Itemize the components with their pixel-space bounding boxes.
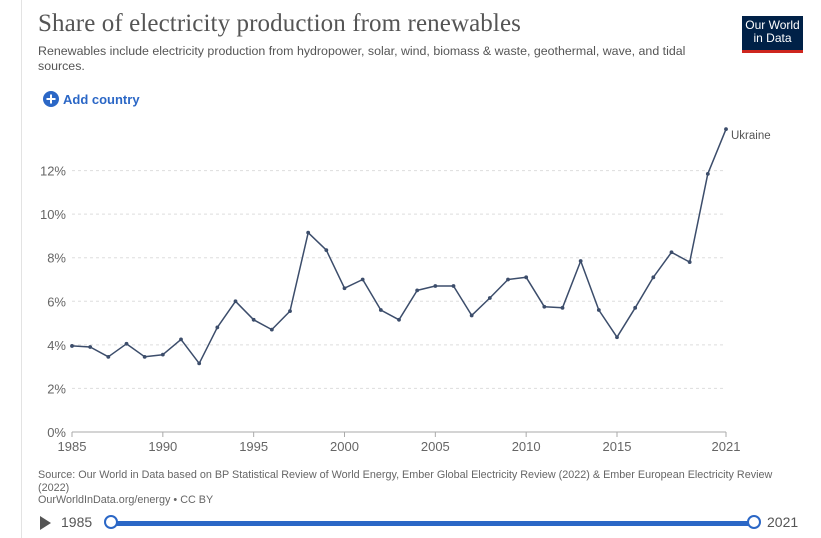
y-tick-label: 6%: [47, 294, 66, 309]
x-tick-label: 2010: [512, 439, 541, 454]
logo-line-2: in Data: [753, 31, 792, 45]
data-point: [487, 296, 492, 300]
y-tick-label: 4%: [47, 338, 66, 353]
play-icon[interactable]: [40, 516, 51, 530]
x-tick-label: 2000: [330, 439, 359, 454]
timeline-end-year: 2021: [767, 514, 799, 530]
timeline-track[interactable]: [110, 521, 754, 526]
series-line: [71, 128, 727, 365]
data-point: [269, 327, 274, 332]
data-point: [88, 345, 93, 349]
data-point: [433, 284, 438, 288]
data-point: [288, 309, 292, 313]
series-label: Ukraine: [731, 130, 771, 142]
y-tick-label: 0%: [47, 425, 66, 440]
data-point: [106, 354, 111, 359]
data-point: [596, 308, 601, 312]
data-point: [469, 313, 474, 318]
chart-title: Share of electricity production from ren…: [38, 10, 521, 37]
data-point: [197, 361, 202, 366]
data-point: [342, 286, 347, 291]
data-point: [578, 259, 583, 263]
timeline: 1985 2021: [38, 512, 808, 534]
x-tick-label: 2015: [603, 439, 632, 454]
data-point: [506, 277, 510, 282]
x-tick-label: 1985: [58, 439, 87, 454]
data-point: [251, 317, 256, 322]
frame-border: [21, 0, 22, 538]
data-point: [451, 284, 456, 288]
data-point: [378, 308, 383, 312]
data-point: [160, 352, 165, 357]
x-tick-label: 1990: [148, 439, 177, 454]
data-point: [651, 275, 656, 280]
x-tick-label: 2021: [712, 439, 741, 454]
data-point: [70, 344, 74, 348]
data-point: [687, 260, 692, 264]
plus-circle-icon: [43, 91, 59, 107]
data-point: [306, 230, 311, 235]
x-tick-label: 2005: [421, 439, 450, 454]
data-point: [233, 299, 238, 304]
timeline-start-year: 1985: [61, 514, 93, 530]
data-point: [633, 305, 638, 310]
data-point: [524, 275, 529, 280]
data-point: [705, 171, 710, 176]
y-tick-label: 10%: [40, 207, 66, 222]
add-country-label: Add country: [63, 91, 140, 107]
y-tick-label: 2%: [47, 381, 66, 396]
source-note: Source: Our World in Data based on BP St…: [38, 469, 778, 507]
data-point: [179, 337, 183, 342]
data-point: [360, 277, 365, 282]
data-point: [669, 250, 674, 255]
x-tick-label: 1995: [239, 439, 268, 454]
data-point: [124, 341, 129, 346]
source-url[interactable]: OurWorldInData.org/energy • CC BY: [38, 494, 214, 507]
y-tick-label: 12%: [40, 164, 66, 179]
data-point: [542, 304, 547, 309]
data-point: [615, 335, 619, 340]
timeline-start-handle[interactable]: [104, 515, 118, 529]
timeline-end-handle[interactable]: [747, 515, 761, 529]
data-point: [415, 288, 420, 293]
data-point: [560, 305, 565, 310]
data-point: [397, 317, 401, 322]
source-text: Source: Our World in Data based on BP St…: [38, 469, 773, 494]
owid-logo[interactable]: Our World in Data: [742, 16, 803, 53]
chart-subtitle: Renewables include electricity productio…: [38, 44, 686, 73]
logo-line-1: Our World: [745, 18, 800, 32]
data-point: [724, 127, 728, 132]
data-point: [324, 248, 329, 252]
y-tick-label: 8%: [47, 251, 66, 266]
add-country-button[interactable]: Add country: [43, 91, 140, 107]
data-point: [142, 354, 147, 359]
data-point: [215, 325, 220, 330]
